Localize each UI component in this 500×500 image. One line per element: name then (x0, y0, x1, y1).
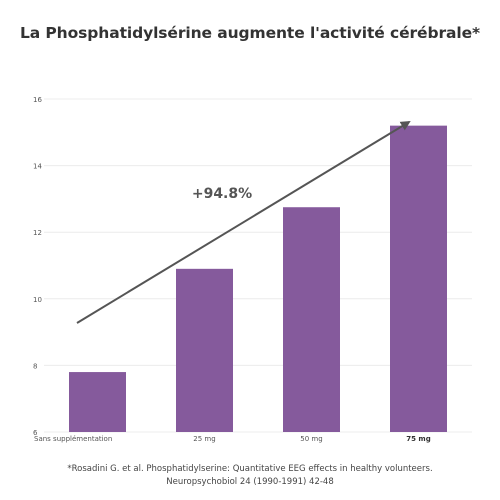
y-tick-label: 8 (33, 362, 37, 370)
y-tick-label: 16 (33, 96, 42, 104)
bar (69, 372, 126, 432)
y-tick-label: 14 (33, 163, 42, 171)
trend-arrow (76, 120, 411, 324)
bar (283, 207, 340, 432)
x-tick-label: 25 mg (193, 435, 215, 443)
y-tick-label: 12 (33, 229, 42, 237)
footnote-line-2: Neuropsychobiol 24 (1990-1991) 42-48 (166, 477, 334, 487)
x-tick-label: 75 mg (406, 435, 430, 443)
footnote-line-1: *Rosadini G. et al. Phosphatidylserine: … (67, 464, 433, 474)
y-tick-label: 6 (33, 429, 38, 437)
chart-title: La Phosphatidylsérine augmente l'activit… (19, 24, 481, 42)
footnote: *Rosadini G. et al. Phosphatidylserine: … (0, 463, 500, 489)
y-tick-label: 10 (33, 296, 42, 304)
bar (176, 268, 233, 432)
x-tick-label: 50 mg (300, 435, 322, 443)
annotation-label: +94.8% (192, 186, 252, 202)
bar (390, 125, 447, 432)
x-tick-label: Sans supplémentation (34, 435, 112, 443)
